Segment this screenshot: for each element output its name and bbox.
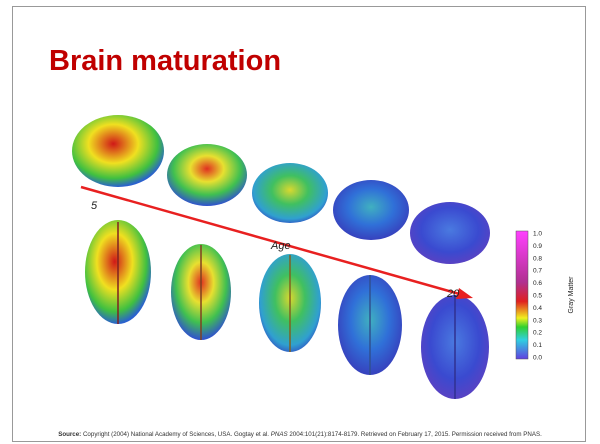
source: Source: Copyright (2004) National Academ…: [13, 431, 587, 438]
start-label: 5: [91, 200, 98, 212]
figure: 5 Age 20 1.0 0.9 0.8 0.7 0.6 0.5 0.4 0.3 0.2 0.1 0…: [72, 115, 575, 399]
colorbar-tick-label: 1.0: [533, 231, 542, 238]
slide: Brain maturation: [12, 6, 586, 442]
colorbar-tick-label: 0.2: [533, 330, 542, 337]
slide-title: Brain maturation: [49, 45, 282, 77]
colorbar-ticks: 1.0 0.9 0.8 0.7 0.6 0.5 0.4 0.3 0.2 0.1 0.0: [533, 231, 542, 362]
colorbar-tick-label: 0.1: [533, 342, 542, 349]
colorbar-tick-label: 0.0: [533, 355, 542, 362]
brain: [72, 115, 164, 187]
colorbar: [515, 230, 529, 360]
source-label: Source:: [58, 431, 82, 438]
lateral-brains: [72, 115, 490, 264]
dorsal-brains: [85, 220, 489, 399]
brain: [167, 144, 247, 206]
colorbar-tick-label: 0.3: [533, 317, 542, 324]
colorbar-tick-label: 0.4: [533, 305, 542, 312]
end-label: 20: [446, 288, 460, 300]
age-arrow: [80, 185, 464, 297]
arrow-head: [456, 288, 473, 299]
colorbar-tick-label: 0.6: [533, 280, 542, 287]
source-text: 2004:101(21):8174-8179. Retrieved on Feb…: [289, 431, 542, 438]
source-text: Copyright (2004) National Academy of Sci…: [82, 431, 270, 438]
brain: [333, 180, 409, 240]
axis-label: Age: [270, 240, 291, 252]
colorbar-tick-label: 0.8: [533, 255, 542, 262]
colorbar-tick-label: 0.9: [533, 243, 542, 250]
colorbar-title: Gray Matter: [568, 276, 575, 314]
colorbar-tick-label: 0.5: [533, 293, 542, 300]
brain: [252, 163, 328, 223]
brain: [410, 202, 490, 264]
source-journal: PNAS: [270, 431, 288, 438]
colorbar-tick-label: 0.7: [533, 268, 542, 275]
